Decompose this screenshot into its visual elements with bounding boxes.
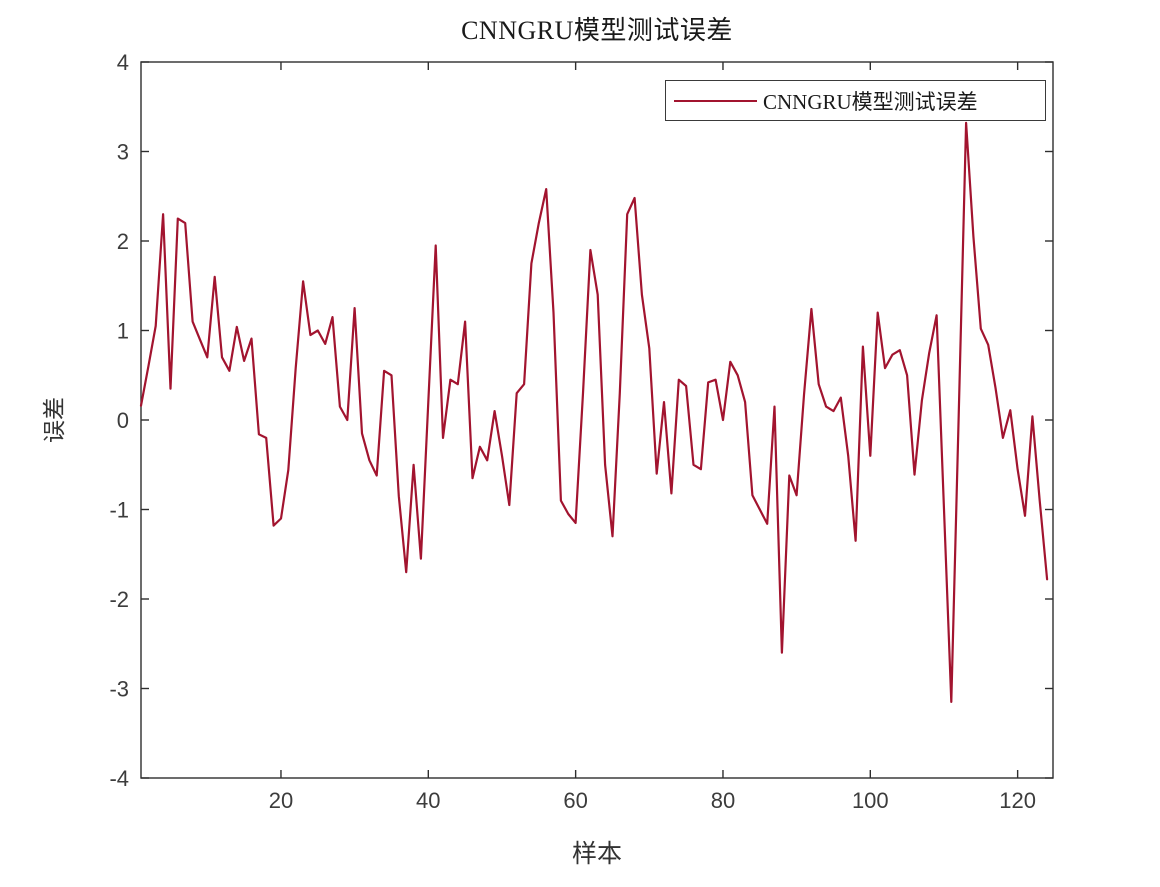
x-axis-label: 样本 (571, 841, 622, 868)
legend-label: CNNGRU模型测试误差 (763, 89, 978, 114)
x-tick-label: 60 (563, 788, 587, 813)
x-tick-label: 40 (416, 788, 440, 813)
x-tick-label: 120 (999, 788, 1036, 813)
y-tick-label: -1 (109, 498, 129, 523)
y-tick-label: 4 (117, 50, 129, 75)
y-tick-label: 3 (117, 140, 129, 165)
y-axis-label: 误差 (42, 397, 67, 443)
legend-box: CNNGRU模型测试误差 (665, 80, 1046, 121)
y-tick-label: 0 (117, 408, 129, 433)
chart-title: CNNGRU模型测试误差 (461, 16, 733, 45)
y-tick-label: -3 (109, 677, 129, 702)
y-tick-label: -4 (109, 766, 129, 791)
y-tick-label: 1 (117, 319, 129, 344)
error-series-line (139, 121, 1049, 704)
x-tick-label: 20 (269, 788, 293, 813)
y-tick-label: -2 (109, 587, 129, 612)
legend-line-sample (674, 99, 757, 102)
x-tick-label: 100 (852, 788, 889, 813)
axes-box (140, 61, 1054, 779)
x-tick-label: 80 (711, 788, 735, 813)
y-tick-label: 2 (117, 229, 129, 254)
